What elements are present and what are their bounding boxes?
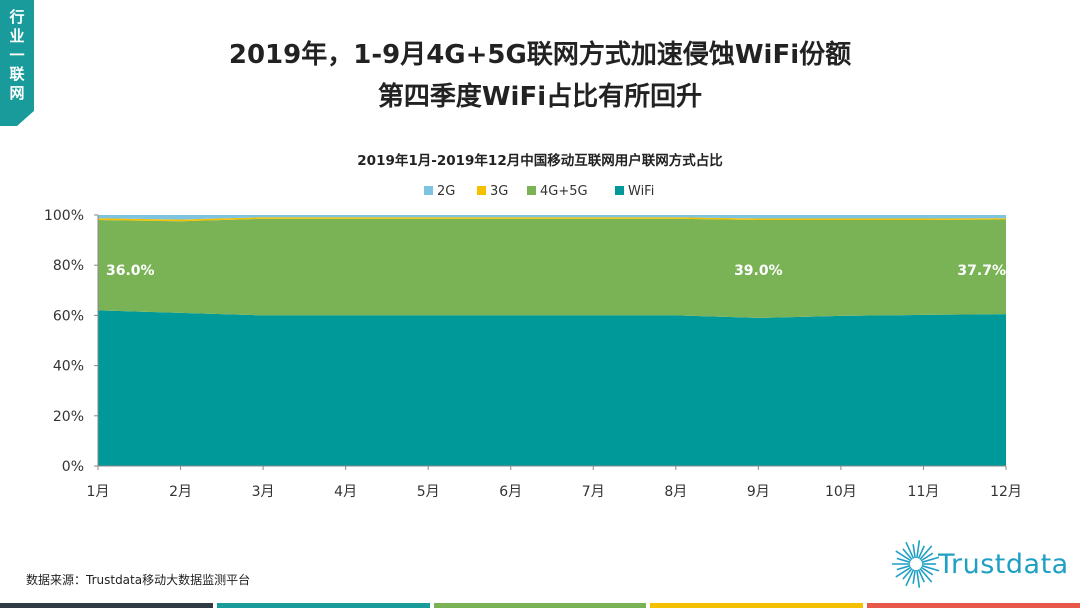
sunburst-ray	[921, 556, 940, 564]
footer-bar-segment	[650, 603, 864, 608]
data-label: 37.7%	[957, 263, 1006, 279]
sunburst-ray	[905, 541, 915, 559]
y-tick-label: 40%	[53, 359, 84, 375]
y-tick-label: 80%	[53, 258, 84, 274]
chart-title: 2019年1月-2019年12月中国移动互联网用户联网方式占比	[357, 152, 722, 169]
legend-label-2G: 2G	[437, 184, 455, 199]
sunburst-ray	[902, 568, 913, 580]
sunburst-ray	[917, 545, 926, 559]
trustdata-logo: Trustdata	[892, 536, 1070, 592]
area-WiFi	[98, 310, 1006, 466]
sunburst-ray	[920, 566, 934, 576]
area-4G+5G	[98, 218, 1006, 318]
legend-swatch-WiFi	[615, 186, 624, 195]
sunburst-ray	[919, 568, 933, 583]
legend-swatch-2G	[424, 186, 433, 195]
sunburst-ray	[902, 548, 913, 560]
x-tick-label: 4月	[334, 484, 357, 500]
x-tick-label: 7月	[582, 484, 605, 500]
footer-bar-segment	[216, 603, 430, 608]
sunburst-ray	[920, 552, 934, 562]
page-subtitle: 第四季度WiFi占比有所回升	[377, 82, 703, 112]
data-label: 39.0%	[734, 263, 783, 279]
area-3G	[98, 217, 1006, 222]
sunburst-ray	[895, 566, 912, 578]
footer-bar-segment	[0, 603, 213, 608]
data-label: 36.0%	[106, 263, 155, 279]
section-tag: 行业一联网	[0, 0, 34, 126]
legend-label-3G: 3G	[490, 184, 508, 199]
legend-label-WiFi: WiFi	[628, 184, 654, 199]
footer-bar-segment	[433, 603, 647, 608]
area-2G	[98, 215, 1006, 220]
section-tag-text: 行业一联网	[9, 8, 25, 102]
footer-color-bars	[0, 603, 1080, 608]
x-tick-label: 5月	[417, 484, 440, 500]
x-tick-label: 2月	[169, 484, 192, 500]
sunburst-ray	[916, 540, 921, 559]
y-tick-label: 60%	[53, 308, 84, 324]
x-tick-label: 11月	[908, 484, 940, 500]
x-tick-label: 10月	[825, 484, 857, 500]
sunburst-ray	[896, 557, 911, 564]
legend-swatch-3G	[477, 186, 486, 195]
x-tick-label: 1月	[87, 484, 110, 500]
x-tick-label: 9月	[747, 484, 770, 500]
y-tick-label: 0%	[62, 459, 84, 475]
page-title: 2019年，1-9月4G+5G联网方式加速侵蚀WiFi份额	[228, 40, 852, 70]
sunburst-ray	[895, 550, 912, 562]
sunburst-ray	[916, 569, 921, 588]
sunburst-ray	[912, 569, 916, 584]
sunburst-ray	[912, 544, 916, 559]
sunburst-icon	[892, 540, 940, 588]
footer-bar-segment	[867, 603, 1080, 608]
legend-label-4G+5G: 4G+5G	[540, 184, 588, 199]
logo-text: Trustdata	[938, 549, 1069, 580]
x-tick-label: 3月	[252, 484, 275, 500]
data-source: 数据来源：Trustdata移动大数据监测平台	[26, 573, 251, 587]
x-tick-label: 8月	[664, 484, 687, 500]
y-tick-label: 100%	[44, 208, 84, 224]
sunburst-ray	[896, 564, 911, 571]
legend-swatch-4G+5G	[527, 186, 536, 195]
x-tick-label: 12月	[990, 484, 1022, 500]
sunburst-ray	[917, 569, 926, 583]
sunburst-ray	[921, 564, 940, 572]
sunburst-ray	[905, 569, 915, 587]
y-tick-label: 20%	[53, 409, 84, 425]
sunburst-ray	[919, 545, 933, 560]
x-tick-label: 6月	[499, 484, 522, 500]
